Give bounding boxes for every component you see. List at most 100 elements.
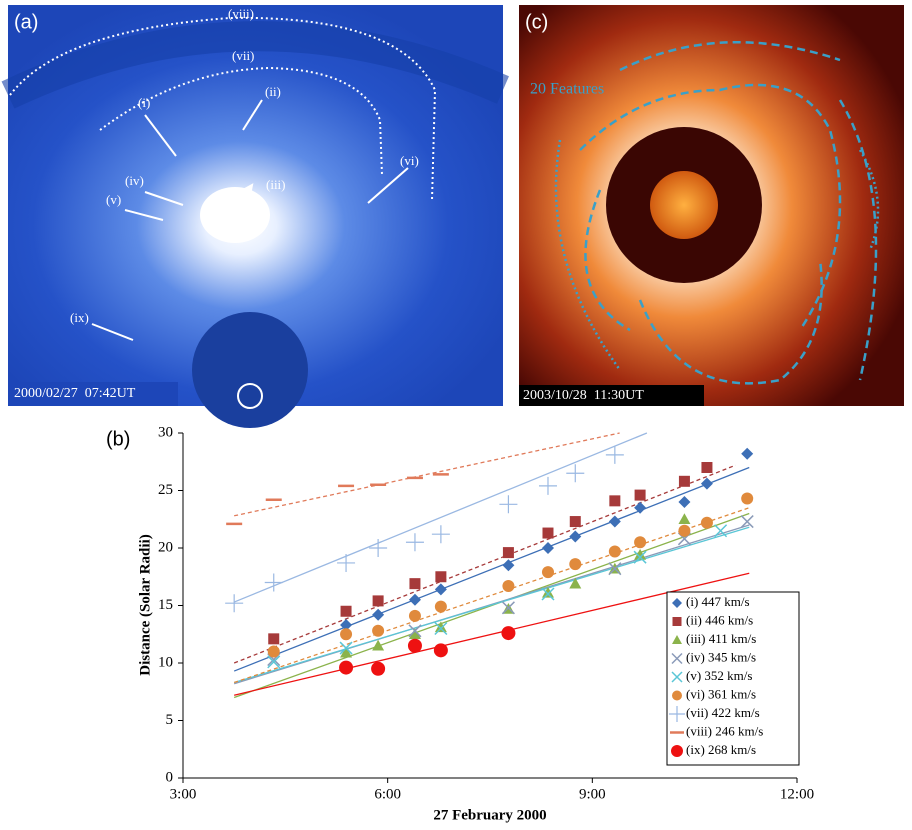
legend-label: (ix) 268 km/s [686,742,756,757]
y-tick-label: 0 [166,769,174,785]
diamond-marker [408,593,421,606]
diamond-marker [634,501,647,514]
occulter [192,312,308,428]
diamond-marker [434,583,447,596]
square-marker [672,617,682,626]
x-marker [714,524,728,538]
x-marker [671,652,683,665]
triangle-marker [372,639,385,651]
circle-marker [408,609,421,622]
triangle-marker [634,548,647,560]
circle-marker [700,516,713,529]
timestamp: 2000/02/27 07:42UT [14,386,136,401]
square-marker [542,527,554,539]
triangle-marker [672,635,682,644]
x-marker [434,621,448,636]
plus-marker [337,553,356,572]
circle-marker [339,660,354,675]
panel-a: (viii) (vii) (i) (ii) (iii) (iv) (v) (vi… [1,5,509,428]
y-tick-label: 25 [158,482,173,498]
triangle-marker [408,628,421,640]
annotation: (v) [106,192,121,207]
square-marker [268,633,280,645]
square-marker [372,595,384,607]
legend-label: (viii) 246 km/s [686,723,763,738]
annotation: (vii) [232,48,254,63]
legend-label: (ii) 446 km/s [686,612,753,627]
panel-label: (b) [106,428,130,450]
x-tick-label: 3:00 [170,786,197,802]
triangle-marker [569,577,582,589]
annotation: (iii) [266,177,286,192]
diamond-marker [700,477,713,490]
diamond-marker [608,515,621,528]
triangle-marker [434,621,447,633]
square-marker [678,475,690,487]
x-tick-label: 9:00 [579,786,606,802]
diamond-marker [340,619,353,632]
x-tick-label: 6:00 [374,786,401,802]
diamond-marker [741,447,754,460]
circle-marker [678,524,691,537]
x-marker [267,655,281,669]
circle-marker [672,690,682,701]
panel-label: (a) [14,11,38,33]
panel-label: (c) [525,11,548,33]
x-marker [608,562,622,576]
x-marker [501,601,515,615]
trend-line [233,466,750,672]
y-tick-label: 10 [158,654,173,670]
triangle-marker [678,513,691,525]
y-tick-label: 30 [158,424,173,440]
legend-label: (vii) 422 km/s [686,705,760,720]
plus-marker [369,539,388,557]
circle-marker [671,745,683,757]
legend-label: (i) 447 km/s [686,594,750,609]
circle-marker [267,645,280,658]
outer-ring [1,21,509,109]
circle-marker [569,558,582,571]
diamond-marker [678,496,691,508]
trend-line [233,464,736,664]
y-tick-label: 15 [158,597,173,613]
annotation: (vi) [400,153,419,168]
circle-marker [372,624,385,637]
timestamp: 2003/10/28 11:30UT [523,388,644,403]
bright-core [200,187,270,243]
y-tick-label: 5 [166,712,174,728]
x-marker [671,671,683,683]
arrows [91,99,409,341]
square-marker [701,462,713,473]
circle-marker [608,545,621,558]
triangle-marker [541,586,554,598]
circle-marker [634,536,647,549]
x-marker [740,515,754,529]
x-marker [633,550,647,564]
diamond-marker [541,542,554,554]
sun [650,171,718,239]
y-axis-title: Distance (Solar Radii) [137,534,153,675]
sun-outline [237,383,263,409]
annotation: (viii) [228,6,254,21]
circle-marker [407,638,422,653]
x-tick-label: 12:00 [780,786,814,802]
square-marker [634,489,646,501]
annotations: (viii) (vii) (i) (ii) (iii) (iv) (v) (vi… [70,6,419,325]
features [554,40,880,385]
square-marker [609,495,621,507]
plus-marker [499,495,518,514]
diamond-marker [672,598,682,608]
annotation: (iv) [125,173,144,188]
diamond-marker [502,559,515,572]
trend-line [233,432,648,603]
square-marker [435,571,447,583]
circle-marker [433,643,448,658]
plus-marker [566,464,585,483]
circle-marker [434,600,447,613]
trend-line [234,572,750,696]
x-marker [408,624,422,638]
plus-marker [538,476,557,495]
legend-label: (v) 352 km/s [686,668,752,683]
